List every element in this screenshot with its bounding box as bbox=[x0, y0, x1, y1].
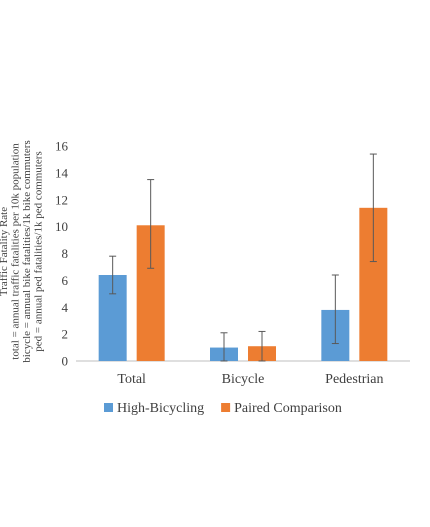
y-axis-label: Traffic Fatality Ratetotal = annual traf… bbox=[0, 140, 45, 362]
bars bbox=[98, 207, 388, 361]
legend: High-Bicycling Paired Comparison bbox=[104, 401, 342, 416]
y-axis-title: Traffic Fatality Ratetotal = annual traf… bbox=[0, 140, 45, 362]
y-tick-label: 2 bbox=[62, 327, 69, 342]
y-tick-label: 10 bbox=[55, 219, 68, 234]
legend-swatch bbox=[104, 403, 113, 412]
x-tick-label: Total bbox=[117, 372, 146, 387]
y-axis-title-line: ped = annual ped fatalities/1k ped commu… bbox=[33, 151, 45, 351]
legend-label: Paired Comparison bbox=[234, 401, 342, 416]
y-ticks: 0 2 4 6 8 10 12 14 16 bbox=[55, 139, 69, 369]
y-axis-title-line: bicycle = annual bike fatalities/1k bike… bbox=[21, 140, 33, 362]
y-tick-label: 16 bbox=[55, 139, 69, 154]
y-tick-label: 6 bbox=[62, 273, 69, 288]
error-bars bbox=[109, 153, 377, 362]
legend-swatch bbox=[221, 403, 231, 412]
legend-label: High-Bicycling bbox=[117, 401, 204, 416]
x-tick-label: Bicycle bbox=[222, 372, 265, 387]
y-axis-title-line: total = annual traffic fatalities per 10… bbox=[10, 143, 22, 360]
y-tick-label: 4 bbox=[62, 300, 69, 315]
y-tick-label: 12 bbox=[55, 192, 68, 207]
y-tick-label: 0 bbox=[62, 354, 69, 369]
y-axis-title-line: Traffic Fatality Rate bbox=[0, 207, 10, 296]
x-tick-label: Pedestrian bbox=[325, 372, 383, 387]
y-tick-label: 8 bbox=[62, 246, 69, 261]
y-tick-label: 14 bbox=[55, 165, 69, 180]
x-ticks: Total Bicycle Pedestrian bbox=[117, 372, 383, 387]
